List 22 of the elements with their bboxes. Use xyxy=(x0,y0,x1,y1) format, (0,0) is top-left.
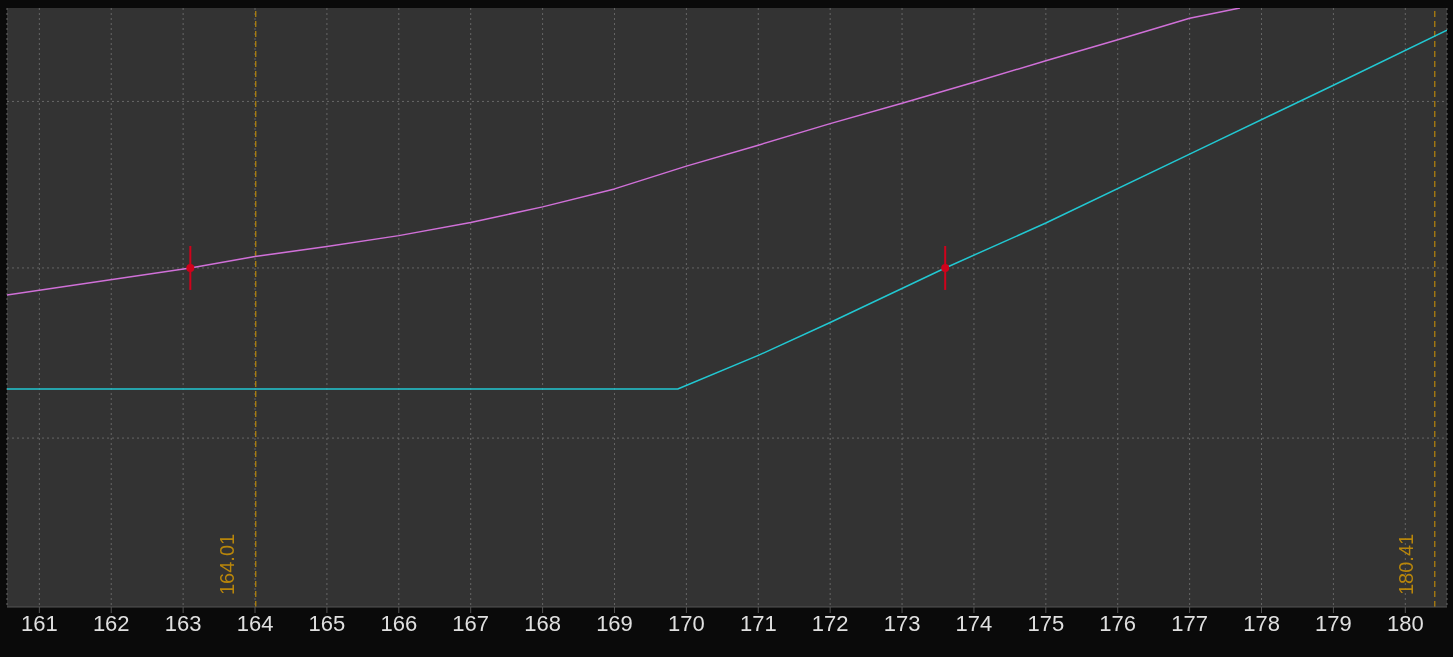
ref-line-label: 164.01 xyxy=(215,533,238,595)
x-tick-label: 164 xyxy=(236,610,274,636)
x-tick-label: 161 xyxy=(20,610,58,636)
x-tick-label: 180 xyxy=(1386,610,1424,636)
ref-line-label: 180.41 xyxy=(1394,533,1417,595)
x-tick-label: 167 xyxy=(452,610,490,636)
x-tick-label: 162 xyxy=(92,610,130,636)
x-tick-label: 175 xyxy=(1027,610,1065,636)
x-tick-label: 171 xyxy=(739,610,777,636)
x-tick-label: 172 xyxy=(811,610,849,636)
x-tick-label: 174 xyxy=(955,610,993,636)
x-tick-label: 177 xyxy=(1171,610,1208,636)
x-tick-label: 168 xyxy=(524,610,561,636)
x-tick-label: 163 xyxy=(164,610,202,636)
x-tick-label: 179 xyxy=(1315,610,1352,636)
x-tick-label: 166 xyxy=(380,610,418,636)
x-tick-label: 165 xyxy=(308,610,346,636)
x-tick-label: 170 xyxy=(668,610,705,636)
x-tick-label: 173 xyxy=(883,610,921,636)
x-tick-label: 178 xyxy=(1243,610,1280,636)
x-tick-label: 176 xyxy=(1099,610,1137,636)
x-tick-label: 169 xyxy=(596,610,633,636)
